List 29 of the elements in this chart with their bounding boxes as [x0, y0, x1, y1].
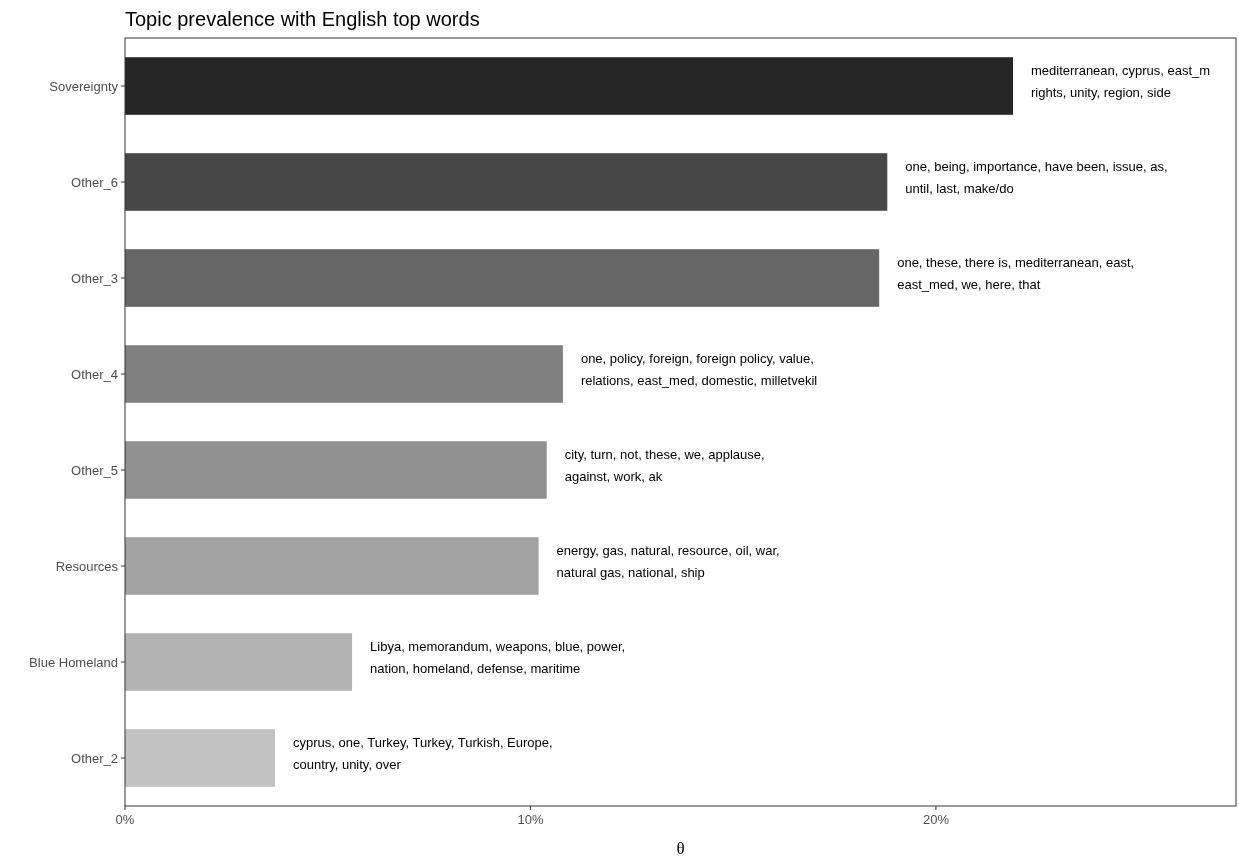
y-tick-label: Other_6 [71, 174, 118, 190]
x-tick-label: 20% [922, 812, 950, 827]
y-tick-label: Other_2 [71, 750, 118, 766]
y-tick-label: Other_5 [71, 462, 118, 478]
y-tick-label: Resources [55, 558, 119, 574]
annotation: mediterranean, cyprus, east_m rights, unity, region, side [1030, 63, 1211, 100]
y-tick-label: Blue Homeland [29, 654, 118, 670]
annotation: Libya, memorandum, weapons, blue, power, nation, homeland, defense, maritime [370, 639, 626, 676]
x-tick-label: 10% [517, 812, 544, 827]
annotation: one, these, there is, mediterranean, east, east_med, we, here, that [897, 255, 1135, 292]
bar [125, 729, 276, 787]
annotation: cyprus, one, Turkey, Turkey, Turkish, Europe, country, unity, over [293, 735, 553, 772]
annotation: one, policy, foreign, foreign policy, value, relations, east_med, domestic, milletvekil [580, 351, 818, 388]
bar [125, 345, 563, 403]
y-tick-label: Other_4 [71, 366, 118, 382]
bar [125, 153, 888, 211]
bar [125, 57, 1013, 115]
y-tick-label: Sovereignty [49, 78, 119, 94]
x-axis-title: θ [676, 839, 685, 857]
annotation: city, turn, not, these, we, applause, against, work, ak [564, 447, 765, 484]
chart-title: Topic prevalence with English top words [125, 8, 480, 30]
annotation: energy, gas, natural, resource, oil, war, natural gas, national, ship [556, 543, 780, 580]
bar [125, 249, 880, 307]
x-tick-label: 0% [115, 812, 135, 827]
bar [125, 537, 539, 595]
annotation: one, being, importance, have been, issue, as, until, last, make/do [905, 159, 1168, 196]
bar [125, 441, 547, 499]
y-tick-label: Other_3 [71, 270, 118, 286]
bar [125, 633, 353, 691]
